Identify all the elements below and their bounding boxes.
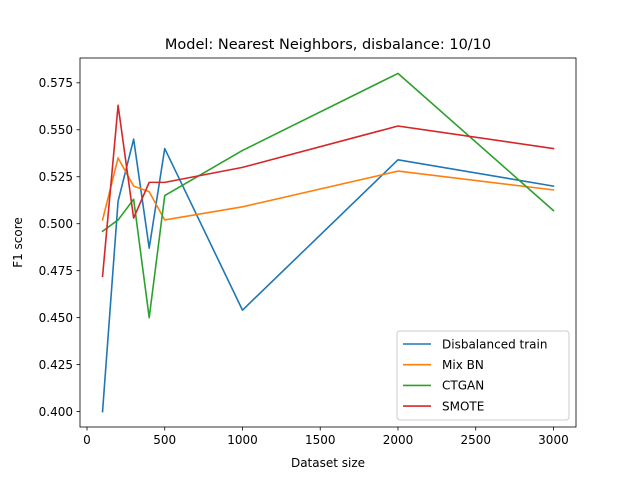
x-tick-label: 500 (153, 433, 176, 447)
y-tick-label: 0.400 (39, 405, 73, 419)
y-tick-label: 0.500 (39, 217, 73, 231)
series-line-mix-bn (101, 157, 555, 221)
legend-items: Disbalanced train Mix BN CTGAN SMOTE (403, 337, 547, 413)
x-tick-label: 0 (83, 433, 91, 447)
series-line-smote (101, 104, 555, 278)
x-tick-label: 2500 (460, 433, 491, 447)
x-tick-label: 3000 (538, 433, 569, 447)
x-axis-ticks: 0 500 1000 1500 2000 2500 3000 (83, 427, 569, 447)
y-tick-label: 0.450 (39, 311, 73, 325)
y-tick-label: 0.575 (39, 76, 73, 90)
legend-label: Mix BN (442, 358, 484, 372)
legend-frame (396, 330, 570, 421)
y-axis-ticks: 0.400 0.425 0.450 0.475 0.500 0.525 0.550 0.575 (39, 76, 80, 419)
y-tick-label: 0.525 (39, 170, 73, 184)
y-tick-label: 0.550 (39, 123, 73, 137)
y-tick-label: 0.475 (39, 264, 73, 278)
series-layer (101, 72, 555, 413)
x-axis-label: Dataset size (291, 456, 365, 470)
x-tick-label: 1500 (305, 433, 336, 447)
legend-label: CTGAN (442, 379, 484, 393)
chart-title: Model: Nearest Neighbors, disbalance: 10… (165, 37, 491, 53)
y-tick-label: 0.425 (39, 358, 73, 372)
x-tick-label: 2000 (383, 433, 414, 447)
x-tick-label: 1000 (227, 433, 258, 447)
legend-label: SMOTE (442, 399, 484, 413)
y-axis-label: F1 score (11, 217, 25, 268)
series-line-disbalanced-train (101, 138, 555, 413)
legend: Disbalanced train Mix BN CTGAN SMOTE (396, 330, 570, 421)
series-line-ctgan (101, 72, 555, 319)
legend-label: Disbalanced train (442, 337, 547, 351)
axes-frame (79, 57, 577, 428)
